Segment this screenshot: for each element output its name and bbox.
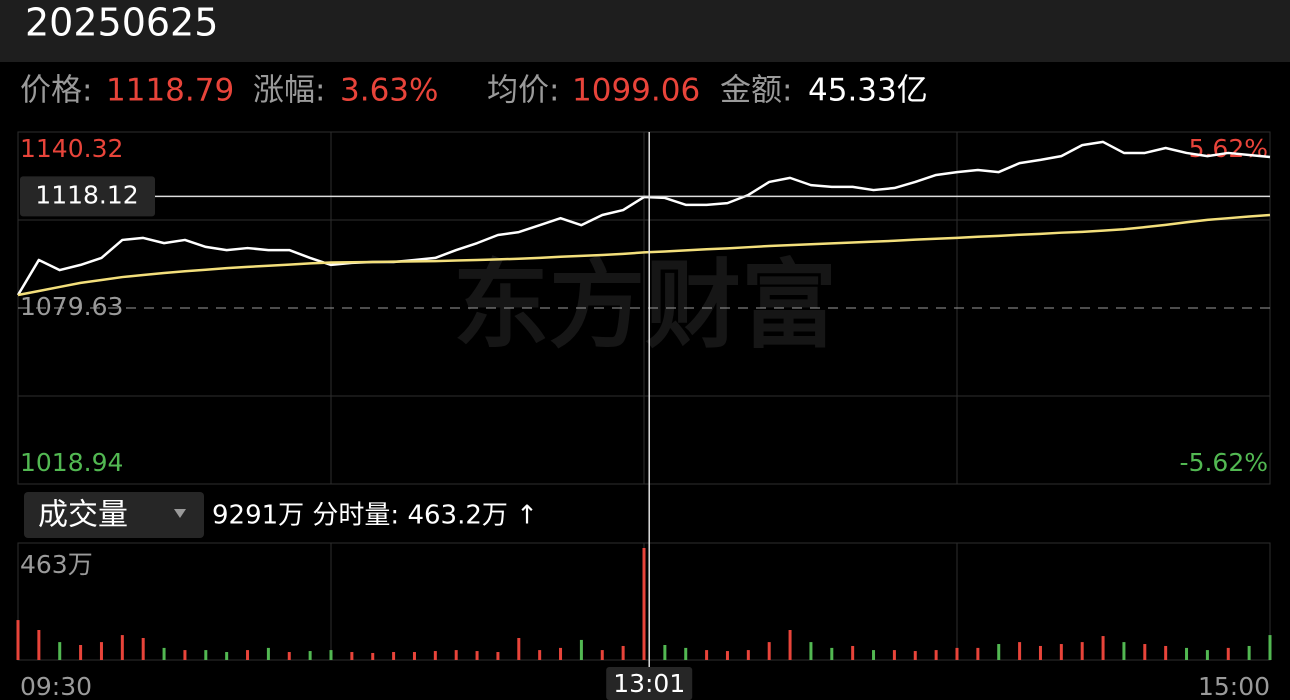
title-bar (0, 0, 1290, 62)
y-tick-label: 1140.32 (20, 134, 123, 163)
volume-bar (809, 642, 813, 660)
volume-bar (642, 548, 646, 660)
volume-bar (225, 652, 229, 660)
volume-bar (851, 645, 855, 660)
volume-bar (559, 647, 563, 660)
volume-bar (684, 647, 688, 660)
chart-title: 20250625 (25, 1, 218, 45)
volume-bar (183, 650, 187, 660)
volume-bar (1122, 642, 1126, 660)
volume-bar (1101, 636, 1105, 660)
volume-title: 成交量 (38, 498, 128, 533)
volume-bar (1205, 650, 1209, 660)
y2-tick-label: -5.62% (1180, 448, 1268, 477)
volume-bar (1038, 645, 1042, 660)
volume-bar (725, 651, 729, 660)
volume-bar (1164, 645, 1168, 660)
volume-bar (266, 647, 270, 660)
volume-bar (1059, 644, 1063, 660)
info-value: 3.63% (340, 73, 438, 109)
x-tick-label: 15:00 (1198, 672, 1270, 700)
volume-bar (705, 650, 709, 660)
volume-bar (392, 652, 396, 660)
info-value: 45.33亿 (808, 73, 928, 109)
volume-bar (621, 645, 625, 660)
volume-bar (788, 630, 792, 660)
volume-bar (329, 650, 333, 660)
volume-bar (120, 635, 124, 660)
crosshair-price: 1118.12 (35, 180, 138, 209)
volume-bar (162, 647, 166, 660)
volume-bar (454, 650, 458, 660)
volume-bar (1268, 635, 1272, 660)
volume-bar (433, 651, 437, 660)
volume-bar (496, 652, 500, 660)
volume-tick-label: 463万 (20, 550, 93, 579)
volume-bar (767, 642, 771, 660)
volume-bar (58, 642, 62, 660)
price-line (17, 213, 1271, 297)
volume-bar (600, 650, 604, 660)
volume-summary: 9291万 分时量: 463.2万 ↑ (212, 501, 538, 531)
volume-bar (287, 652, 291, 660)
overlay: 1118.12 13:01 (20, 132, 1270, 700)
volume-bar (663, 645, 667, 660)
volume-bar (308, 651, 312, 660)
info-label: 涨幅: (253, 73, 325, 109)
crosshair-price-box (20, 176, 155, 217)
volume-bar (412, 652, 416, 660)
y-tick-label: 1079.63 (20, 292, 123, 321)
volume-bar (350, 652, 354, 660)
volume-bar (79, 645, 83, 660)
x-tick-label: 09:30 (20, 672, 92, 700)
y-tick-label: 1018.94 (20, 448, 123, 477)
volume-bar (746, 650, 750, 660)
y2-tick-label: 5.62% (1189, 134, 1268, 163)
info-label: 金额: (720, 73, 792, 109)
crosshair-time: 13:01 (613, 669, 685, 698)
volume-bar (1226, 647, 1230, 660)
grid: 1018.94 1079.63 1140.32 -5.62% 5.62% 09:30 15:… (18, 132, 1270, 700)
volume-bar (1143, 644, 1147, 660)
volume-bar (204, 650, 208, 660)
volume-bar (99, 642, 103, 660)
watermark: 东方财富 (453, 249, 837, 361)
volume-bar (1185, 647, 1189, 660)
volume-bar (913, 651, 917, 660)
volume-bar (16, 620, 20, 660)
volume-bar (955, 647, 959, 660)
volume-bar (141, 637, 145, 660)
volume-bar (997, 644, 1001, 660)
volume-bar (246, 650, 250, 660)
volume-bar (371, 652, 375, 660)
info-value: 1099.06 (572, 73, 700, 109)
volume-bar (934, 650, 938, 660)
crosshair-time-box (606, 667, 693, 700)
volume-bar (1247, 645, 1251, 660)
info-label: 均价: (487, 73, 559, 109)
volume-bar (892, 650, 896, 660)
volume-bar (538, 650, 542, 660)
volume-selector[interactable] (24, 492, 204, 538)
volume-bar (37, 630, 41, 660)
volume-bar (1080, 642, 1084, 660)
volume-bar (976, 647, 980, 660)
volume-bar (517, 637, 521, 660)
volume-bar (579, 639, 583, 660)
volume-bar (830, 647, 834, 660)
info-label: 价格: (20, 73, 92, 109)
volume-bar (475, 651, 479, 660)
volume-bar (1018, 642, 1022, 660)
volume-bar (872, 650, 876, 660)
dropdown-icon (174, 509, 186, 518)
info-value: 1118.79 (106, 73, 234, 109)
